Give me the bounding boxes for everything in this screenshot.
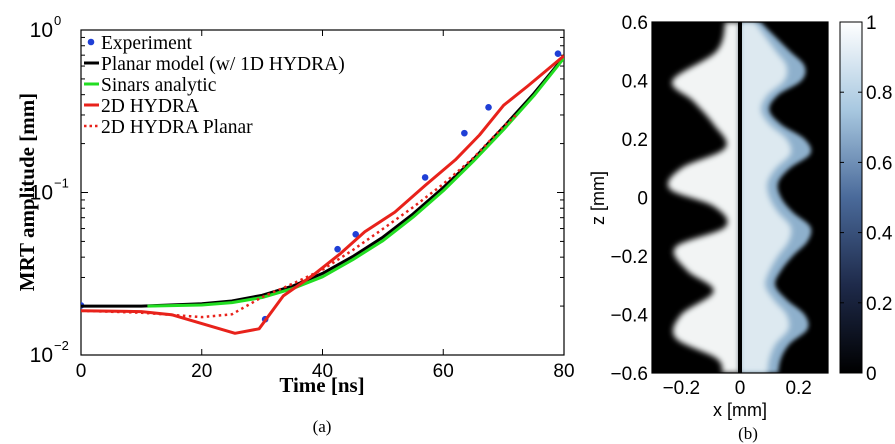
legend-label: Experiment bbox=[101, 33, 193, 54]
colorbar-tick-label: 0 bbox=[866, 364, 877, 385]
legend-label: Planar model (w/ 1D HYDRA) bbox=[101, 54, 345, 75]
b-ytick-label: 0.4 bbox=[622, 72, 649, 93]
x-axis-label: Time [ns] bbox=[279, 373, 364, 397]
a-ytick-label-base: 10 bbox=[30, 182, 53, 205]
radiograph-image bbox=[652, 22, 828, 373]
colorbar-ticks bbox=[840, 21, 862, 374]
b-y-tick-labels: 0.6 0.4 0.2 0 −0.2 −0.4 −0.6 bbox=[610, 13, 648, 385]
a-ytick-label: 10 0 bbox=[30, 13, 62, 42]
b-ytick-label: 0.2 bbox=[622, 130, 648, 151]
left-column-bright-region bbox=[667, 22, 740, 373]
image-center-divider bbox=[738, 22, 742, 373]
legend-marker bbox=[87, 38, 95, 46]
colorbar-tick-label: 1 bbox=[866, 13, 877, 34]
legend-label: Sinars analytic bbox=[101, 75, 217, 96]
experiment-point bbox=[461, 129, 468, 137]
b-x-tick-labels: −0.2 0 0.2 bbox=[663, 378, 812, 399]
a-x-tick-labels: 0 20 40 60 80 bbox=[76, 361, 575, 382]
series-line bbox=[147, 57, 564, 308]
b-ytick-label: 0.6 bbox=[622, 13, 648, 34]
b-ytick-label: −0.2 bbox=[610, 247, 648, 268]
colorbar-tick-label: 0.4 bbox=[866, 224, 893, 245]
a-axis-ticks bbox=[80, 29, 565, 356]
colorbar-tick-label: 0.6 bbox=[866, 153, 892, 174]
b-axis-ticks bbox=[652, 21, 800, 374]
a-ytick-label-base: 10 bbox=[30, 19, 53, 42]
experiment-point bbox=[485, 104, 492, 111]
a-ytick-label: 10 −1 bbox=[30, 176, 69, 205]
experiment-point bbox=[554, 50, 562, 57]
a-series-group bbox=[81, 50, 564, 335]
b-xtick-label: −0.2 bbox=[663, 378, 701, 399]
right-column-bright-core bbox=[740, 22, 792, 373]
b-xtick-label: 0 bbox=[735, 378, 746, 399]
a-ytick-label-base: 10 bbox=[30, 344, 53, 367]
caption-b: (b) bbox=[738, 424, 758, 443]
legend-label: 2D HYDRA bbox=[101, 96, 199, 117]
a-xtick-label: 0 bbox=[76, 361, 87, 382]
colorbar-tick-label: 0.2 bbox=[866, 294, 892, 315]
b-y-axis-label: z [mm] bbox=[588, 171, 608, 225]
a-xtick-label: 60 bbox=[433, 361, 454, 382]
a-ytick-label: 10 −2 bbox=[30, 338, 69, 367]
series-line bbox=[81, 114, 517, 319]
b-ytick-label: −0.6 bbox=[610, 364, 648, 385]
b-ytick-label: −0.4 bbox=[610, 306, 648, 327]
a-ytick-label-exp: 0 bbox=[54, 13, 61, 28]
a-xtick-label: 40 bbox=[312, 361, 333, 382]
y-axis-label: MRT amplitude [mm] bbox=[15, 93, 39, 291]
legend-label: 2D HYDRA Planar bbox=[101, 117, 253, 138]
series-line bbox=[81, 54, 564, 335]
experiment-point bbox=[421, 174, 429, 181]
experiment-point bbox=[334, 245, 341, 253]
a-ytick-label-exp: −1 bbox=[54, 176, 69, 191]
a-ytick-label-exp: −2 bbox=[54, 338, 69, 353]
b-ytick-label: 0 bbox=[637, 189, 648, 210]
b-xtick-label: 0.2 bbox=[785, 378, 811, 399]
caption-a: (a) bbox=[313, 417, 332, 436]
colorbar-tick-label: 0.8 bbox=[866, 83, 892, 104]
a-xtick-label: 20 bbox=[191, 361, 212, 382]
experiment-point bbox=[352, 231, 360, 238]
a-xtick-label: 80 bbox=[553, 361, 574, 382]
colorbar bbox=[839, 21, 863, 374]
colorbar-tick-labels: 0 0.2 0.4 0.6 0.8 1 bbox=[866, 13, 893, 385]
panel-b-image: −0.2 0 0.2 0.6 0.4 0.2 0 −0.2 −0.4 −0.6 x [mm] z… bbox=[588, 13, 893, 443]
b-x-axis-label: x [mm] bbox=[713, 400, 767, 420]
